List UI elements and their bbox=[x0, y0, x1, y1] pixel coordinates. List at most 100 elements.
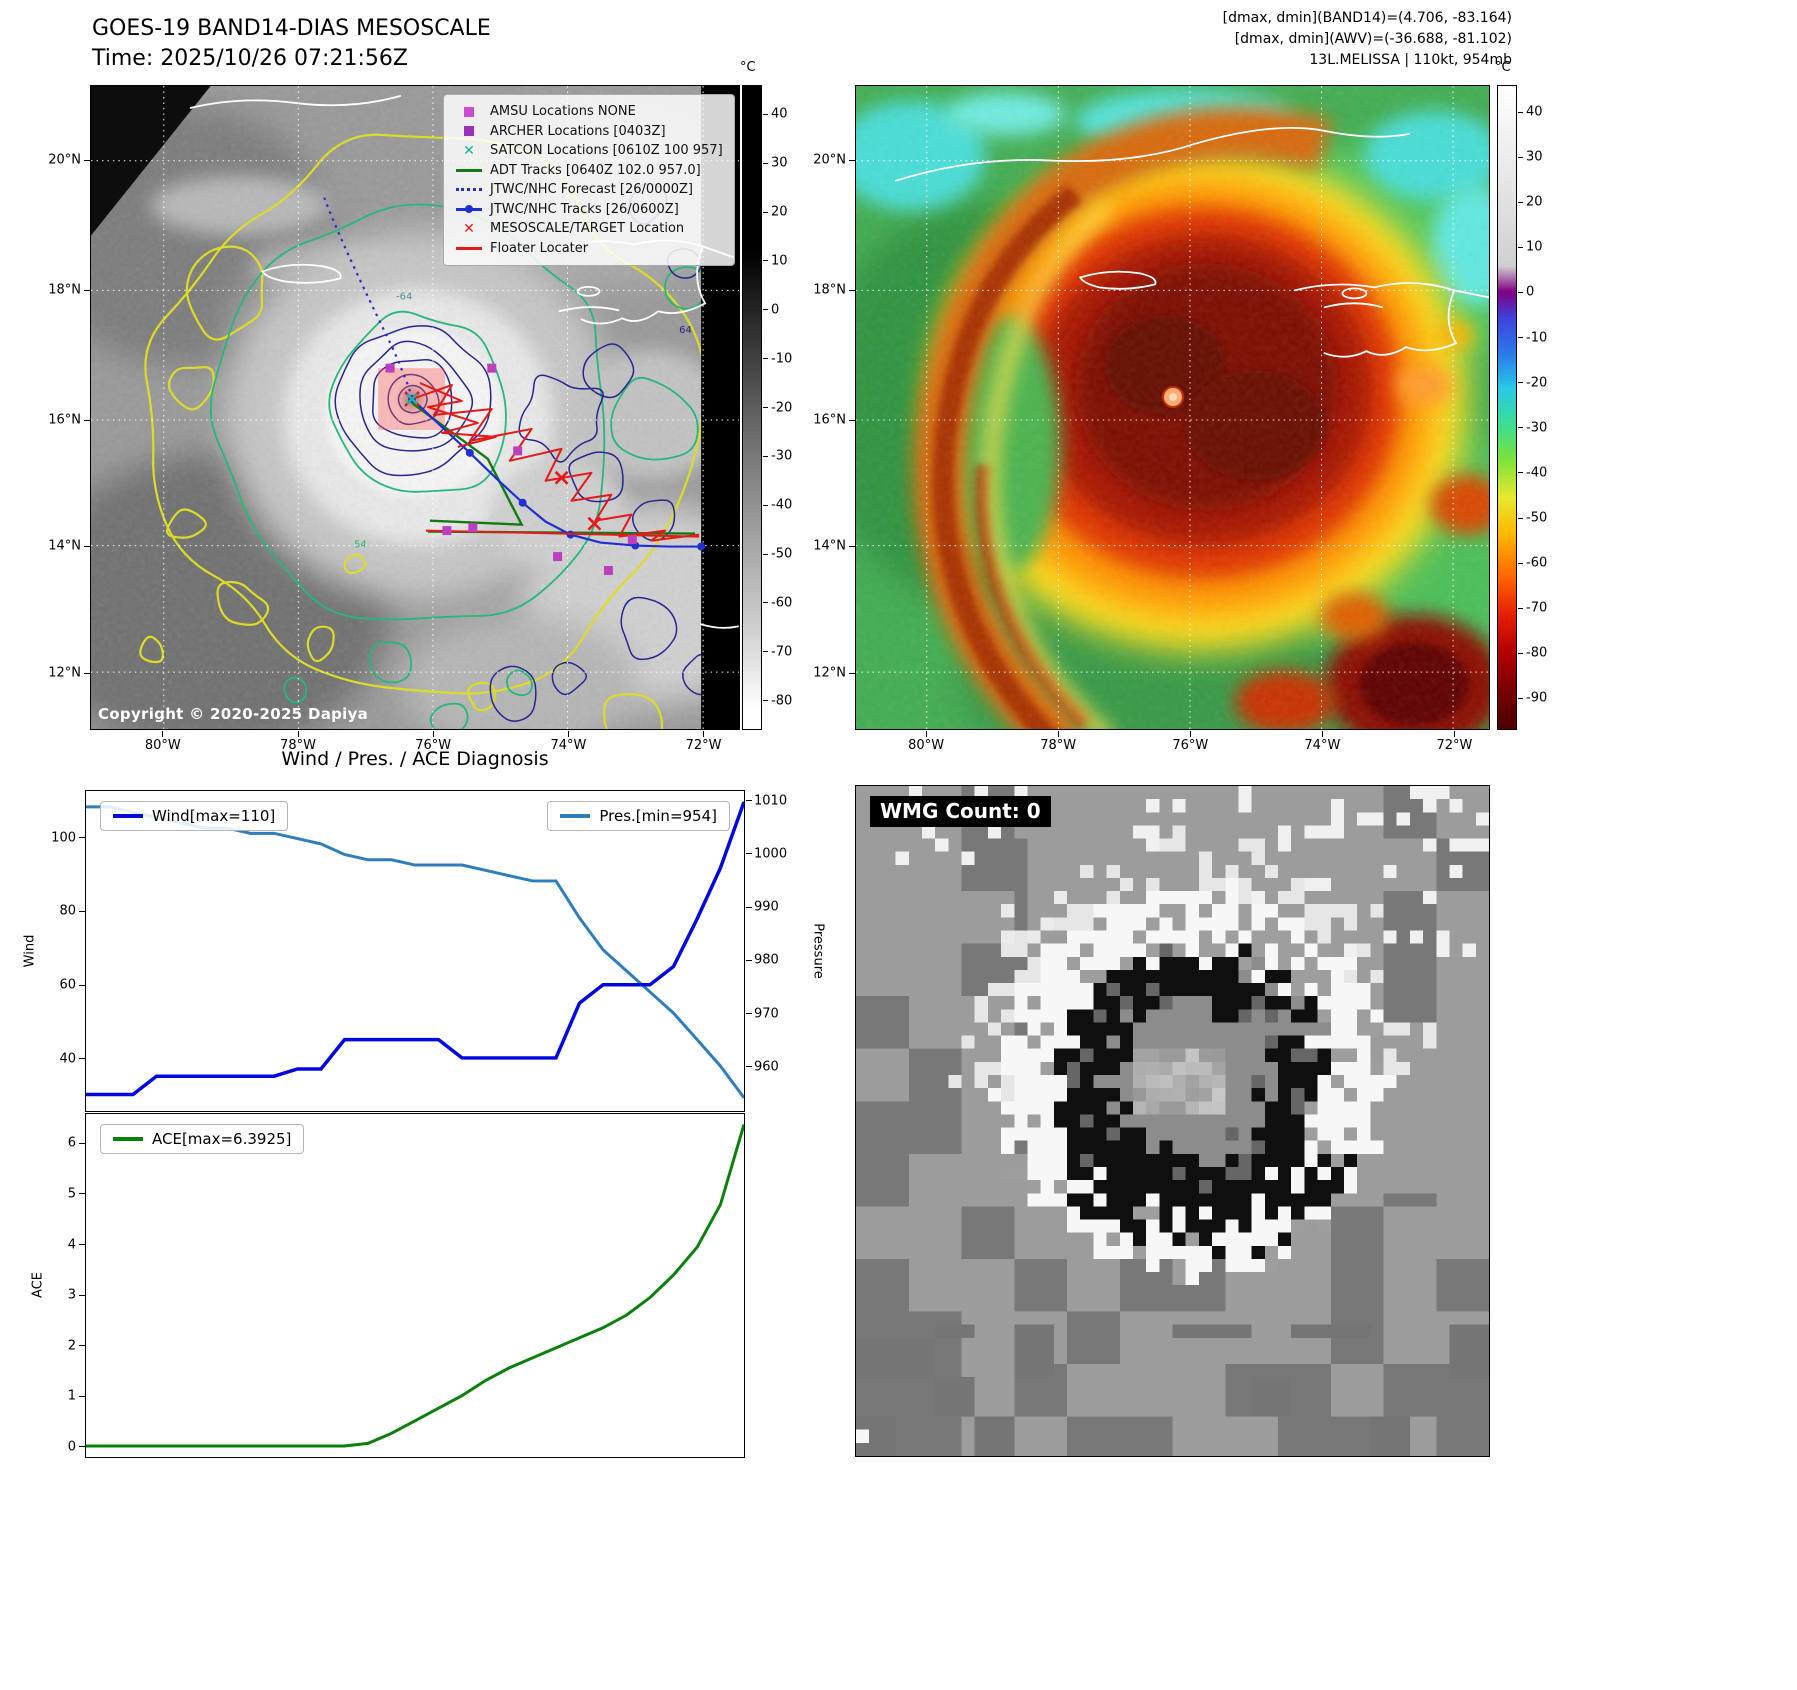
axis-tick-label: -20 bbox=[1526, 375, 1548, 391]
dmax-dmin-band14-text: [dmax, dmin](BAND14)=(4.706, -83.164) bbox=[1222, 10, 1512, 26]
latlon-grid bbox=[91, 86, 739, 729]
axis-tick-label: 16°N bbox=[48, 412, 81, 428]
axis-tick-mark bbox=[567, 731, 569, 737]
axis-tick-mark bbox=[849, 545, 855, 547]
axis-tick-label: 1010 bbox=[754, 793, 788, 809]
axis-tick-mark bbox=[79, 1058, 85, 1060]
wmg-count-label: WMG Count: 0 bbox=[870, 796, 1051, 827]
axis-tick-mark bbox=[1321, 731, 1323, 737]
copyright-text: Copyright © 2020-2025 Dapiya bbox=[98, 705, 369, 723]
axis-tick-mark bbox=[1518, 201, 1523, 203]
axis-tick-label: 1000 bbox=[754, 846, 788, 862]
legend-item: JTWC/NHC Forecast [26/0000Z] bbox=[452, 180, 726, 200]
legend-item-label: JTWC/NHC Tracks [26/0600Z] bbox=[490, 201, 679, 217]
wmg-microwave-image bbox=[856, 786, 1489, 1456]
axis-tick-mark bbox=[925, 731, 927, 737]
ace-axis-label: ACE bbox=[30, 1272, 46, 1298]
axis-tick-label: 78°W bbox=[280, 738, 316, 753]
axis-tick-mark bbox=[746, 906, 752, 908]
axis-tick-mark bbox=[1057, 731, 1059, 737]
axis-tick-label: 10 bbox=[771, 253, 788, 269]
axis-tick-mark bbox=[84, 672, 90, 674]
axis-tick-label: 20 bbox=[771, 204, 788, 220]
axis-tick-mark bbox=[849, 289, 855, 291]
axis-tick-label: 4 bbox=[67, 1237, 76, 1253]
axis-tick-label: 2 bbox=[67, 1338, 76, 1354]
band14-title-block: GOES-19 BAND14-DIAS MESOSCALE Time: 2025… bbox=[92, 14, 491, 74]
axis-tick-label: 78°W bbox=[1040, 738, 1077, 753]
storm-status-text: 13L.MELISSA | 110kt, 954mb bbox=[1309, 52, 1512, 68]
axis-tick-mark bbox=[1189, 731, 1191, 737]
diagnosis-title: Wind / Pres. / ACE Diagnosis bbox=[281, 748, 549, 770]
legend-item-label: ADT Tracks [0640Z 102.0 957.0] bbox=[490, 162, 701, 178]
legend-item: Floater Locater bbox=[452, 239, 726, 259]
axis-tick-label: -80 bbox=[1526, 645, 1548, 661]
axis-tick-mark bbox=[849, 159, 855, 161]
axis-tick-mark bbox=[763, 358, 768, 360]
legend-x-icon: ✕ bbox=[463, 142, 475, 159]
axis-tick-mark bbox=[79, 1244, 85, 1246]
axis-tick-mark bbox=[1518, 246, 1523, 248]
legend-item-label: AMSU Locations NONE bbox=[490, 104, 636, 120]
axis-tick-label: 76°W bbox=[415, 738, 452, 753]
archer-amsu-markers bbox=[385, 363, 637, 575]
axis-tick-mark bbox=[849, 672, 855, 674]
satcon-x-icon bbox=[406, 393, 418, 405]
axis-tick-label: 12°N bbox=[813, 665, 846, 681]
axis-tick-mark bbox=[1518, 607, 1523, 609]
axis-tick-mark bbox=[79, 1142, 85, 1144]
axis-tick-mark bbox=[763, 504, 768, 506]
axis-tick-label: 18°N bbox=[48, 282, 81, 298]
axis-tick-label: 6 bbox=[67, 1135, 76, 1151]
axis-tick-label: -90 bbox=[1526, 690, 1548, 706]
axis-tick-label: -40 bbox=[1526, 465, 1548, 481]
axis-tick-mark bbox=[746, 800, 752, 802]
axis-tick-mark bbox=[84, 419, 90, 421]
wind-pressure-chart: Wind[max=110] Pres.[min=954] bbox=[85, 790, 745, 1112]
band14-time: Time: 2025/10/26 07:21:56Z bbox=[92, 46, 408, 71]
legend-item-label: MESOSCALE/TARGET Location bbox=[490, 221, 685, 237]
svg-text:64: 64 bbox=[679, 325, 692, 336]
axis-tick-label: 1 bbox=[67, 1388, 76, 1404]
axis-tick-mark bbox=[1518, 652, 1523, 654]
axis-tick-label: 960 bbox=[754, 1059, 779, 1075]
axis-tick-label: 30 bbox=[771, 155, 788, 171]
dmax-dmin-awv-text: [dmax, dmin](AWV)=(-36.688, -81.102) bbox=[1234, 31, 1512, 47]
legend-item-label: SATCON Locations [0610Z 100 957] bbox=[490, 143, 723, 159]
axis-tick-label: 14°N bbox=[813, 538, 846, 554]
axis-tick-mark bbox=[297, 731, 299, 737]
axis-tick-label: 80°W bbox=[144, 738, 181, 753]
axis-tick-mark bbox=[79, 984, 85, 986]
pressure-axis-label: Pressure bbox=[810, 923, 826, 979]
axis-tick-label: -50 bbox=[771, 546, 793, 562]
axis-tick-label: -30 bbox=[771, 448, 793, 464]
axis-tick-label: 74°W bbox=[1304, 738, 1341, 753]
axis-tick-label: -80 bbox=[771, 693, 793, 709]
axis-tick-label: 20°N bbox=[48, 152, 81, 168]
ace-legend-label: ACE[max=6.3925] bbox=[152, 1130, 292, 1148]
pressure-series-line bbox=[86, 805, 744, 1099]
axis-tick-mark bbox=[763, 309, 768, 311]
axis-tick-label: 12°N bbox=[48, 665, 81, 681]
axis-tick-mark bbox=[763, 602, 768, 604]
axis-tick-label: 990 bbox=[754, 899, 779, 915]
axis-tick-label: 20 bbox=[1526, 194, 1543, 210]
axis-tick-mark bbox=[763, 113, 768, 115]
axis-tick-label: 74°W bbox=[550, 738, 587, 753]
legend-item: ✕ SATCON Locations [0610Z 100 957] bbox=[452, 141, 726, 161]
wind-axis-label: Wind bbox=[22, 934, 38, 968]
axis-tick-mark bbox=[79, 1446, 85, 1448]
axis-tick-mark bbox=[79, 1345, 85, 1347]
axis-tick-label: 80 bbox=[59, 903, 76, 919]
axis-tick-label: 3 bbox=[67, 1287, 76, 1303]
axis-tick-label: -50 bbox=[1526, 510, 1548, 526]
axis-tick-mark bbox=[746, 853, 752, 855]
axis-tick-label: -20 bbox=[771, 400, 793, 415]
band14-colorbar bbox=[742, 85, 762, 730]
axis-tick-mark bbox=[746, 1066, 752, 1068]
axis-tick-mark bbox=[79, 1395, 85, 1397]
axis-tick-mark bbox=[1518, 156, 1523, 158]
axis-tick-mark bbox=[1453, 731, 1455, 737]
axis-tick-label: 10 bbox=[1526, 239, 1543, 255]
